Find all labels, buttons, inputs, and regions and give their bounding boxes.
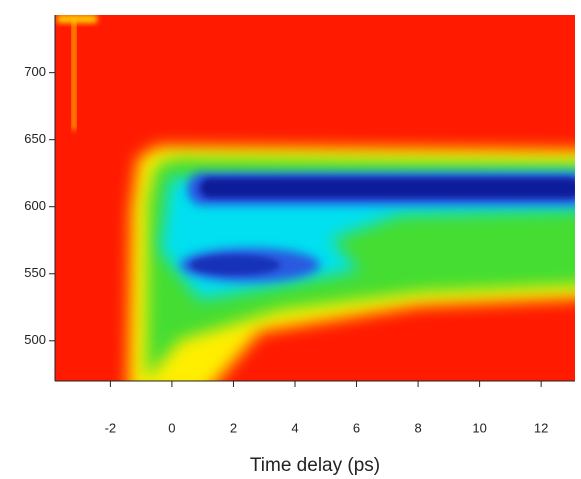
heatmap-streak (57, 15, 97, 23)
x-tick-label: 12 (534, 420, 548, 435)
x-tick-label: -2 (105, 420, 117, 435)
x-tick-label: 4 (291, 420, 298, 435)
y-tick-label: 600 (24, 198, 46, 213)
x-axis-title: Time delay (ps) (250, 455, 380, 476)
x-tick-label: 6 (353, 420, 360, 435)
heatmap-streak (72, 20, 76, 130)
y-tick-label: 550 (24, 265, 46, 280)
y-tick-label: 650 (24, 131, 46, 146)
x-tick-label: 0 (168, 420, 175, 435)
heatmap-blue-core (190, 255, 280, 275)
heatmap-blue-core (200, 178, 575, 198)
y-tick-label: 700 (24, 64, 46, 79)
y-tick-label: 500 (24, 332, 46, 347)
x-tick-label: 10 (472, 420, 486, 435)
x-tick-label: 8 (414, 420, 421, 435)
x-tick-label: 2 (230, 420, 237, 435)
heatmap (55, 15, 575, 381)
